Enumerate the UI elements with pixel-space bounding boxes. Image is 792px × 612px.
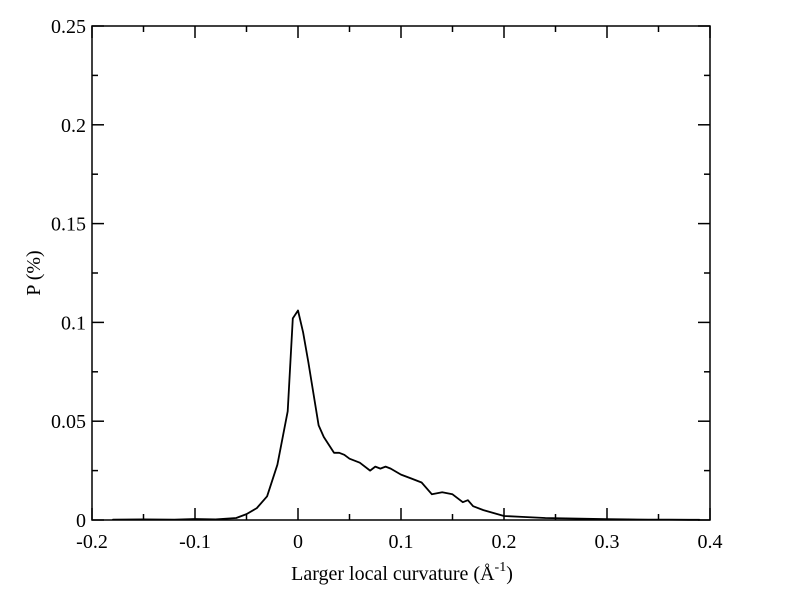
data-point bbox=[384, 466, 387, 468]
data-point bbox=[544, 517, 546, 519]
data-point bbox=[462, 501, 464, 503]
data-point bbox=[688, 519, 691, 521]
data-point bbox=[142, 518, 145, 521]
x-axis-label-exponent: -1 bbox=[495, 560, 507, 575]
data-point bbox=[400, 473, 402, 476]
data-point bbox=[245, 513, 248, 515]
data-point bbox=[266, 495, 268, 497]
plot-frame bbox=[91, 25, 711, 521]
data-point bbox=[328, 444, 330, 446]
data-point bbox=[307, 361, 309, 363]
x-axis-label: Larger local curvature (Å-1) bbox=[291, 560, 513, 585]
data-point bbox=[173, 519, 175, 521]
data-point bbox=[524, 516, 526, 518]
y-tick-label: 0.05 bbox=[51, 411, 86, 433]
x-tick-label: -0.2 bbox=[76, 531, 108, 553]
data-point bbox=[431, 493, 433, 495]
data-point bbox=[348, 458, 351, 460]
data-point bbox=[390, 468, 392, 470]
data-point bbox=[302, 331, 304, 333]
data-point bbox=[374, 466, 376, 468]
x-tick-labels: -0.2 -0.1 0 0.1 0.2 0.3 0.4 bbox=[76, 531, 722, 553]
data-point bbox=[451, 493, 454, 495]
data-point bbox=[287, 410, 289, 412]
y-tick-label: 0.1 bbox=[61, 312, 86, 334]
x-axis-label-close: ) bbox=[506, 563, 513, 585]
data-point bbox=[292, 317, 294, 320]
data-point bbox=[627, 518, 629, 521]
x-tick-label: -0.1 bbox=[179, 531, 211, 553]
data-point bbox=[585, 518, 588, 520]
x-tick-label: 0.3 bbox=[595, 531, 620, 553]
data-point bbox=[318, 424, 320, 426]
data-point bbox=[323, 436, 325, 438]
y-axis-label: P (%) bbox=[23, 250, 45, 295]
data-point bbox=[235, 517, 237, 519]
data-point bbox=[297, 309, 299, 312]
data-point bbox=[472, 505, 474, 507]
data-point bbox=[441, 491, 443, 493]
axis-ticks bbox=[91, 25, 711, 521]
series-points bbox=[112, 309, 701, 521]
data-point bbox=[215, 518, 217, 521]
x-tick-label: 0.4 bbox=[698, 531, 723, 553]
x-axis-label-main: Larger local curvature (Å bbox=[291, 563, 495, 585]
data-point bbox=[410, 477, 412, 480]
data-point bbox=[668, 519, 670, 521]
data-point bbox=[194, 518, 196, 520]
data-point bbox=[343, 454, 345, 456]
data-point bbox=[333, 452, 335, 454]
y-tick-label: 0.25 bbox=[51, 16, 86, 38]
data-point bbox=[503, 515, 505, 517]
data-point bbox=[565, 517, 567, 520]
series-line bbox=[112, 309, 700, 521]
data-point bbox=[482, 509, 484, 511]
data-point bbox=[379, 468, 381, 470]
data-point bbox=[359, 462, 361, 464]
data-point bbox=[606, 518, 608, 520]
data-point bbox=[699, 519, 701, 521]
x-tick-label: 0.2 bbox=[492, 531, 517, 553]
x-tick-label: 0 bbox=[293, 531, 303, 553]
y-tick-label: 0.15 bbox=[51, 214, 86, 236]
y-tick-labels: 0 0.05 0.1 0.15 0.2 0.25 bbox=[51, 16, 86, 532]
data-point bbox=[256, 507, 258, 509]
data-point bbox=[421, 481, 423, 484]
x-tick-label: 0.1 bbox=[389, 531, 414, 553]
data-point bbox=[338, 452, 340, 454]
data-point bbox=[647, 519, 649, 521]
data-point bbox=[276, 464, 278, 466]
y-tick-label: 0 bbox=[76, 510, 86, 532]
y-tick-label: 0.2 bbox=[61, 115, 86, 137]
data-point bbox=[467, 499, 469, 501]
data-point bbox=[112, 519, 114, 521]
data-point bbox=[369, 470, 371, 472]
